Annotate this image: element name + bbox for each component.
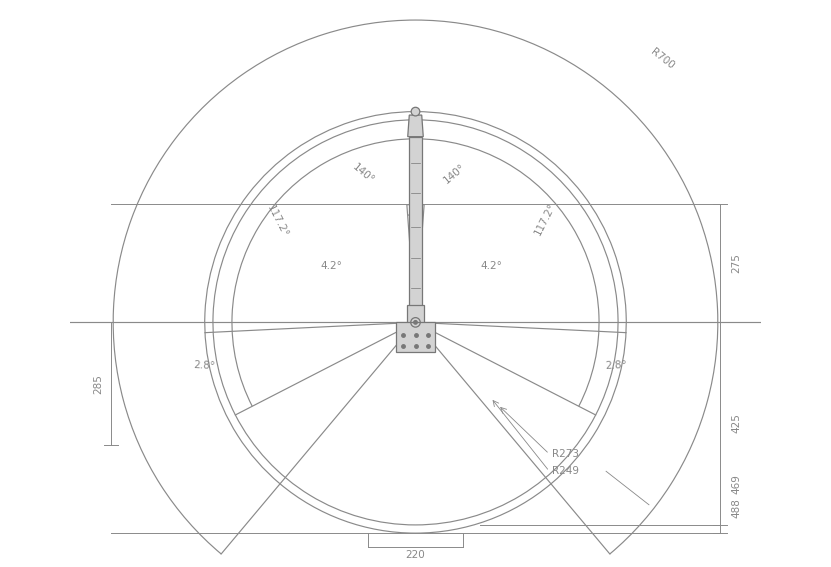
Bar: [396, 323, 435, 352]
Text: 2.8°: 2.8°: [605, 360, 627, 371]
Circle shape: [414, 321, 417, 324]
Text: 117.2°: 117.2°: [265, 203, 290, 239]
Text: 140°: 140°: [441, 162, 467, 185]
Bar: [407, 305, 424, 337]
Text: 275: 275: [731, 253, 741, 273]
Text: 2.8°: 2.8°: [193, 360, 215, 371]
Text: 220: 220: [406, 550, 425, 560]
Text: 117.2°: 117.2°: [533, 201, 558, 236]
Bar: [410, 137, 421, 310]
Text: R700: R700: [649, 46, 676, 71]
Circle shape: [411, 107, 420, 116]
Text: 4.2°: 4.2°: [320, 261, 342, 271]
Polygon shape: [408, 115, 423, 137]
Text: 425: 425: [731, 413, 741, 433]
Text: 285: 285: [93, 374, 103, 394]
Text: R273: R273: [552, 449, 578, 459]
Text: 4.2°: 4.2°: [480, 261, 502, 271]
Text: R249: R249: [552, 467, 578, 476]
Text: 469: 469: [731, 475, 741, 494]
Text: 488: 488: [731, 498, 741, 518]
Text: 140°: 140°: [351, 162, 376, 185]
